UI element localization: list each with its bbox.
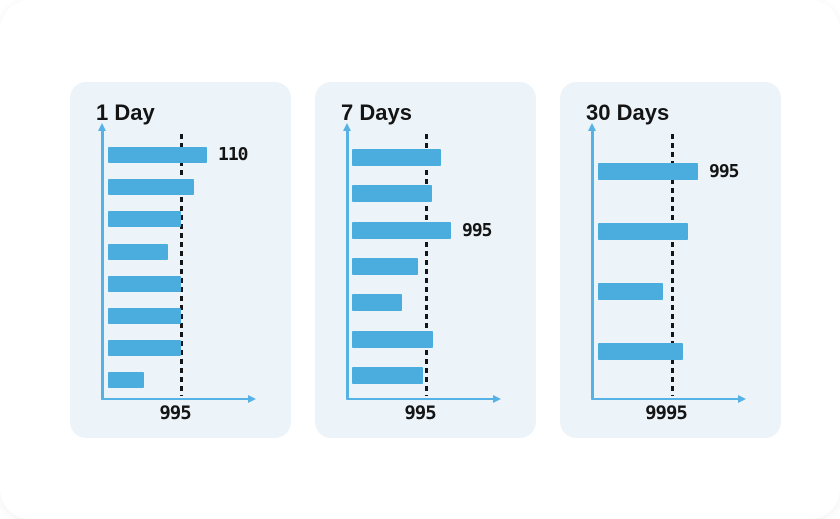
panel-1-day: 1 Day 110 995 [70, 82, 291, 438]
panel-30-days: 30 Days 995 9995 [560, 82, 781, 438]
bar-value-label: 995 [709, 161, 739, 182]
bar-chart-7-days: 995 995 [315, 82, 536, 438]
x-axis [101, 397, 249, 400]
bar [108, 308, 181, 324]
bar [598, 343, 683, 360]
bar [352, 258, 418, 275]
bar [108, 244, 168, 260]
bar [352, 331, 433, 348]
bar [598, 163, 698, 180]
y-axis [591, 130, 594, 400]
x-axis-tick-label: 995 [404, 402, 436, 424]
bar [108, 211, 181, 227]
bar [108, 372, 144, 388]
reference-dashed-line [425, 134, 428, 396]
bar [352, 149, 441, 166]
panel-7-days: 7 Days 995 995 [315, 82, 536, 438]
panel-title: 1 Day [96, 100, 155, 125]
x-axis-tick-label: 9995 [645, 402, 688, 424]
bar [352, 222, 451, 239]
panel-title: 30 Days [586, 100, 670, 125]
bar [352, 294, 402, 311]
x-axis-tick-label: 995 [159, 402, 191, 424]
bar [108, 340, 181, 356]
y-axis [101, 130, 104, 400]
bar [352, 367, 423, 384]
y-axis [346, 130, 349, 400]
bar [108, 276, 181, 292]
bar [352, 185, 432, 202]
bar [108, 179, 194, 195]
bar-value-label: 995 [462, 220, 492, 241]
bar [108, 147, 207, 163]
bar [598, 283, 663, 300]
bar-chart-1-day: 110 995 [70, 82, 291, 438]
bar-chart-30-days: 995 9995 [560, 82, 781, 438]
bar-value-label: 110 [218, 144, 248, 165]
x-axis [591, 397, 739, 400]
reference-dashed-line [180, 134, 183, 396]
reference-dashed-line [671, 134, 674, 396]
bar [598, 223, 688, 240]
panel-title: 7 Days [341, 100, 412, 125]
x-axis [346, 397, 494, 400]
